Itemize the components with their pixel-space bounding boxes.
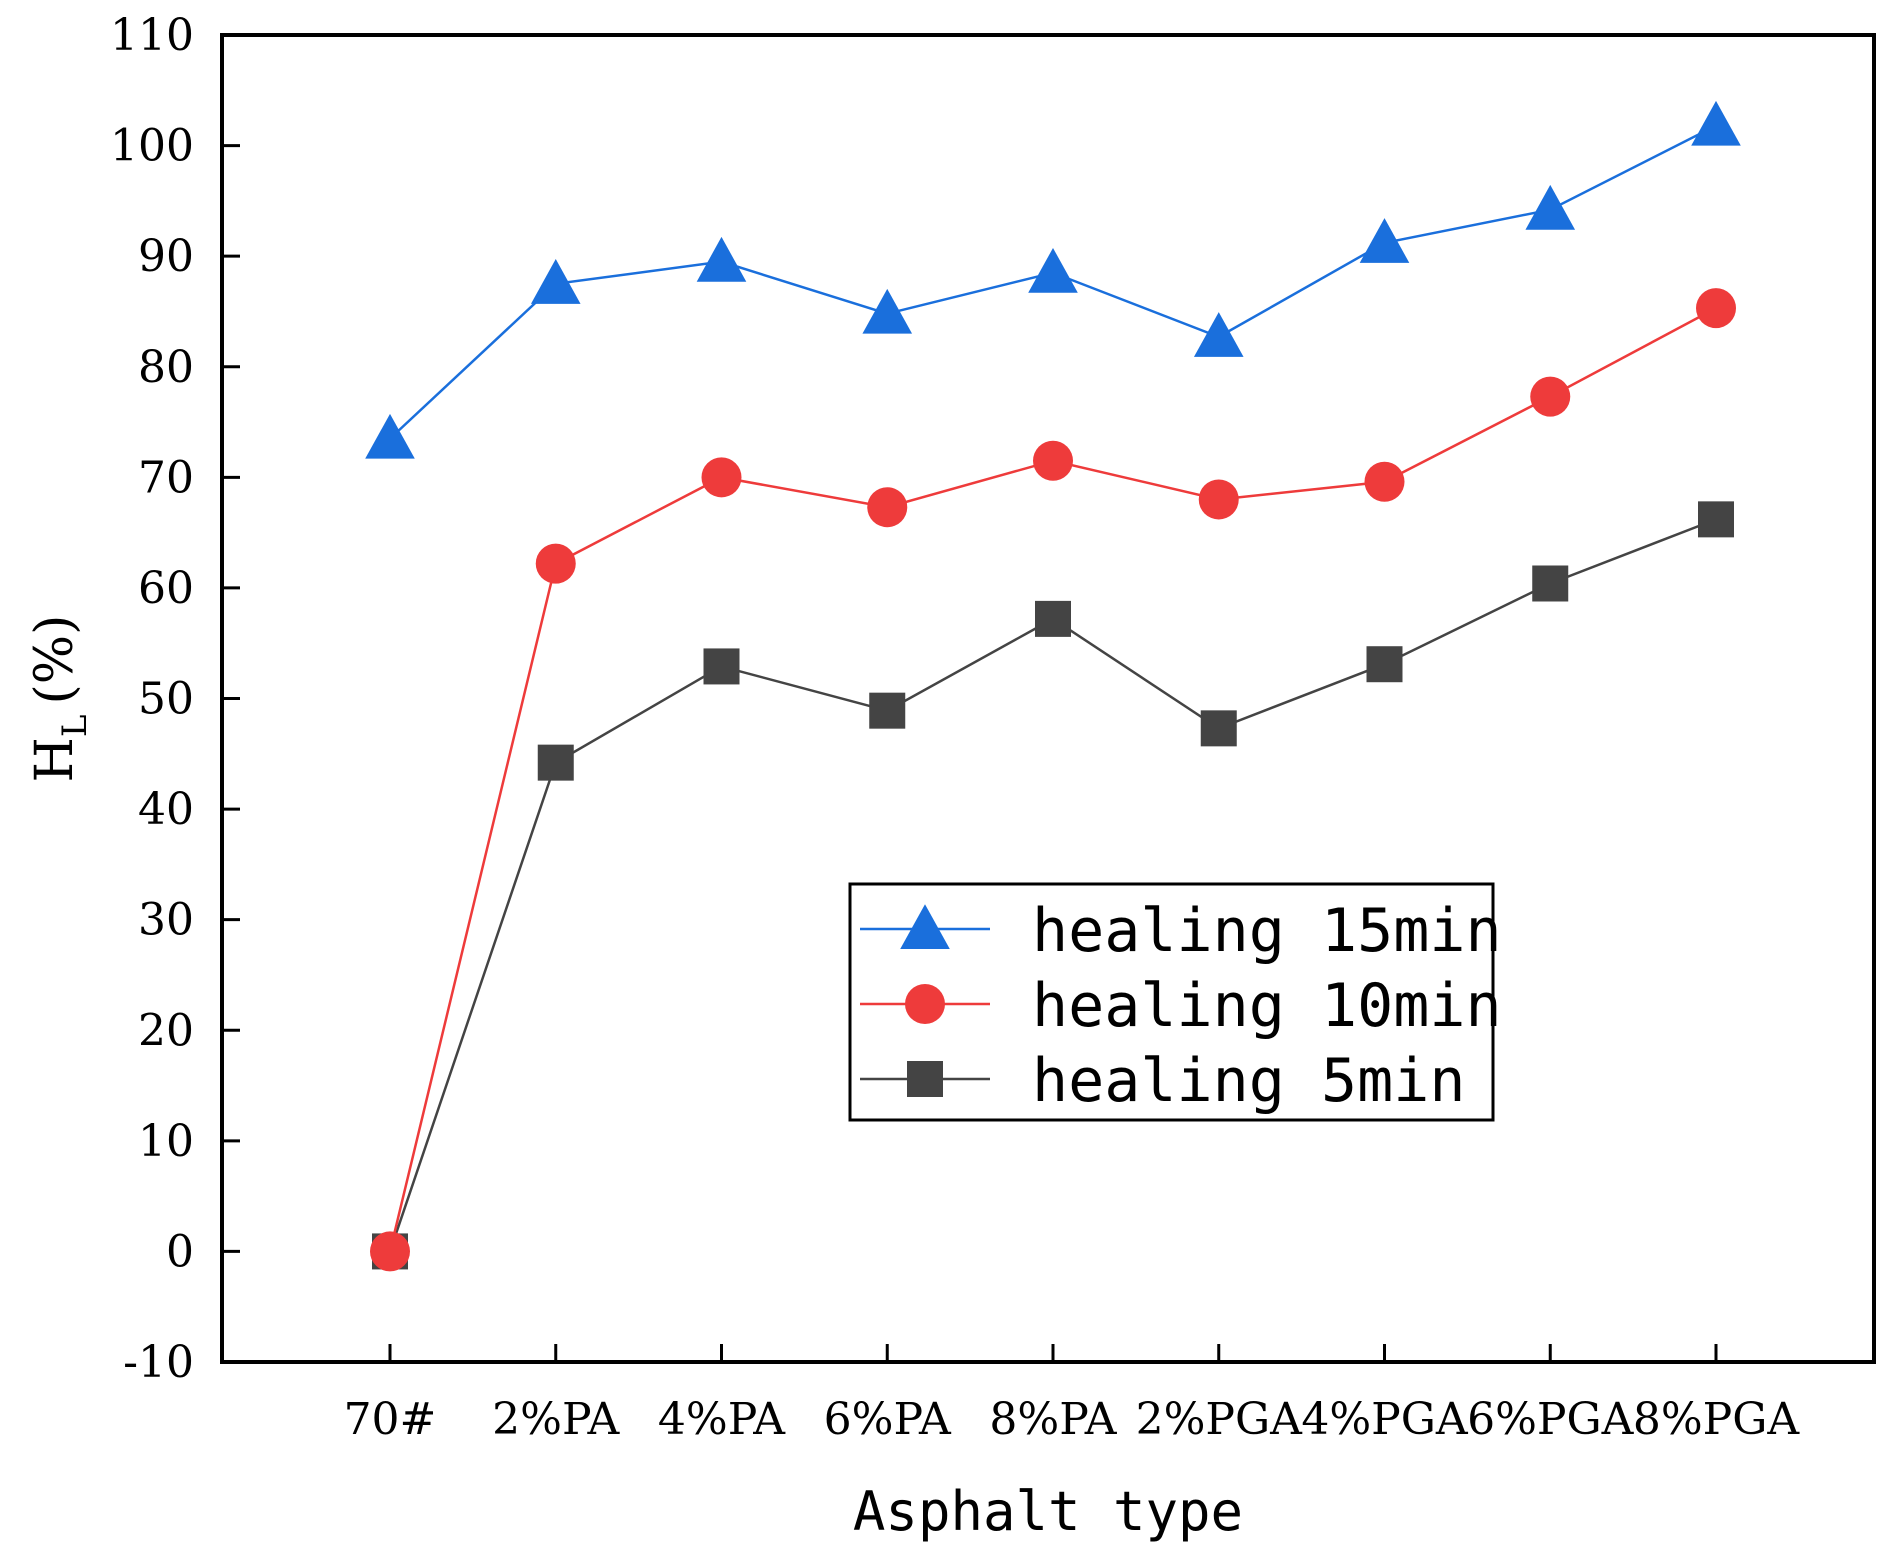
data-point-healing-15min (1028, 247, 1078, 293)
series-healing-15min (365, 100, 1741, 459)
data-point-healing-15min (530, 259, 581, 304)
svg-text:HL(%): HL (%) (25, 615, 95, 783)
x-tick-label: 70# (344, 1394, 437, 1445)
data-point-healing-10min (701, 457, 742, 498)
x-tick-label: 4%PGA (1301, 1394, 1469, 1445)
y-tick-label: 110 (110, 10, 194, 61)
x-tick-label: 8%PGA (1633, 1394, 1801, 1445)
data-point-healing-5min (537, 744, 574, 781)
plot-frame (220, 33, 1876, 1364)
y-tick-label: 60 (138, 563, 194, 614)
data-point-healing-15min (1359, 218, 1410, 263)
data-point-healing-15min (365, 413, 415, 459)
data-point-healing-5min (1366, 646, 1403, 683)
data-point-healing-5min (1035, 600, 1071, 637)
legend-box (848, 882, 1495, 1122)
series-healing-5min (372, 501, 1734, 1270)
y-axis-title-subscript: L (55, 715, 95, 738)
y-tick-label: 30 (138, 895, 194, 946)
y-axis-title-unit: (%) (25, 615, 85, 705)
data-point-healing-15min (862, 288, 913, 334)
x-tick-label: 2%PA (492, 1394, 620, 1445)
data-point-healing-5min (703, 648, 740, 685)
data-point-healing-5min (1200, 710, 1237, 747)
legend-label: healing 5min (1032, 1046, 1465, 1116)
y-tick-label: 100 (110, 121, 194, 172)
legend-label: healing 15min (1032, 896, 1502, 966)
y-tick-label: 40 (138, 784, 194, 835)
data-point-healing-15min (1691, 100, 1741, 146)
x-tick-label: 2%PGA (1136, 1394, 1304, 1445)
y-axis-title: HL (%) (25, 615, 95, 783)
y-tick-label: 90 (138, 231, 194, 282)
data-point-healing-5min (1532, 565, 1569, 602)
y-tick-label: 70 (138, 452, 194, 503)
data-point-healing-15min (1193, 312, 1244, 357)
y-tick-label: -10 (123, 1337, 194, 1388)
data-point-healing-15min (696, 236, 747, 282)
x-tick-label: 4%PA (658, 1394, 786, 1445)
data-point-healing-10min (1364, 461, 1405, 502)
legend-item-healing-5min: healing 5min (860, 1046, 1465, 1116)
x-axis: 70# 2%PA 4%PA 6%PA 8%PA 2%PGA 4%PGA 6%PGA 8%PGA (344, 1344, 1801, 1445)
data-point-healing-10min (867, 487, 908, 528)
x-tick-label: 8%PA (989, 1394, 1117, 1445)
legend-marker (905, 984, 945, 1024)
series-healing-10min (370, 288, 1736, 1272)
x-axis-title: Asphalt type (853, 1480, 1243, 1543)
data-point-healing-10min (370, 1231, 410, 1272)
data-point-healing-10min (1530, 376, 1571, 417)
legend-item-healing-15min: healing 15min (860, 896, 1502, 966)
y-tick-label: 0 (166, 1226, 194, 1277)
y-tick-label: 10 (138, 1116, 194, 1167)
legend-marker (900, 904, 950, 949)
series-layer (365, 100, 1741, 1272)
data-point-healing-5min (1698, 501, 1734, 538)
legend-label: healing 10min (1032, 971, 1502, 1041)
x-tick-label: 6%PGA (1467, 1394, 1635, 1445)
data-point-healing-10min (1033, 440, 1073, 481)
x-tick-label: 6%PA (824, 1394, 952, 1445)
data-point-healing-15min (1525, 184, 1576, 230)
y-tick-label: 80 (138, 342, 194, 393)
data-point-healing-10min (1198, 479, 1239, 520)
y-tick-label: 50 (138, 674, 194, 725)
legend-item-healing-10min: healing 10min (860, 971, 1502, 1041)
y-axis-title-main: H (25, 737, 85, 782)
y-tick-label: 20 (138, 1005, 194, 1056)
data-point-healing-5min (869, 692, 906, 729)
legend-marker (907, 1061, 943, 1097)
data-point-healing-10min (1696, 288, 1736, 329)
y-axis: -10 0 10 20 30 40 50 60 70 80 90 100 110 (110, 10, 240, 1388)
data-point-healing-10min (535, 543, 576, 584)
